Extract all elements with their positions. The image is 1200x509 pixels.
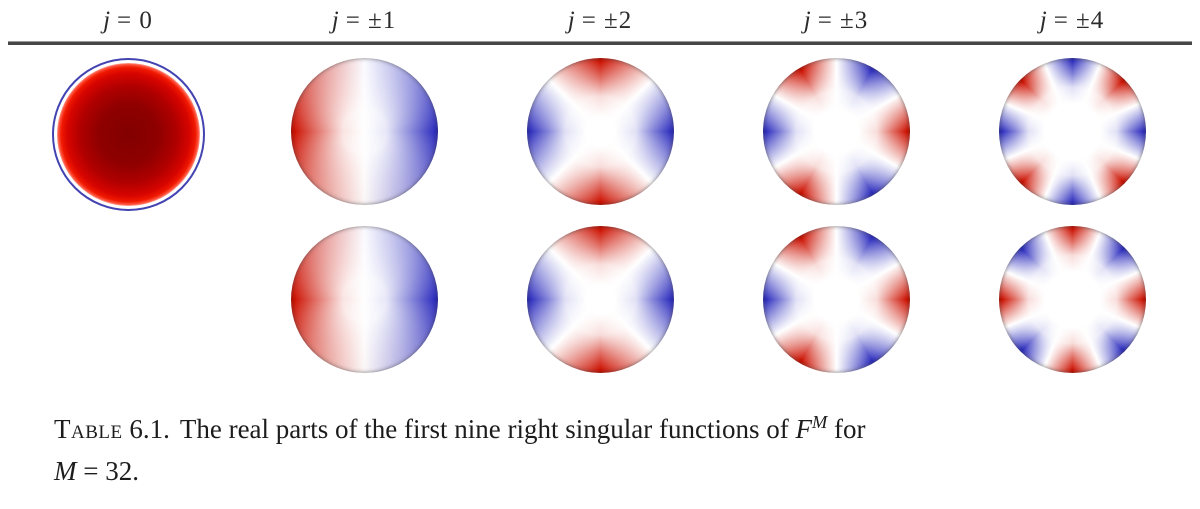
disk-plot-j0	[51, 58, 205, 211]
disk-plot-j4-row1	[998, 58, 1146, 205]
cell-row1-j1	[246, 58, 482, 211]
caption-param-value: = 32.	[83, 455, 139, 486]
cell-row1-j2	[482, 58, 718, 211]
column-header-j4: j = ±4	[954, 4, 1190, 38]
disk-plot-j2-row2	[526, 226, 674, 373]
disk-plot-j1-row2	[290, 226, 438, 373]
column-header-j0: j = 0	[10, 4, 246, 38]
math-F: F	[795, 414, 812, 444]
table-caption: Table 6.1. The real parts of the first ni…	[54, 410, 1164, 491]
column-header-j1: j = ±1	[246, 4, 482, 38]
singular-functions-row-2	[10, 226, 1190, 373]
column-headers: j = 0 j = ±1 j = ±2 j = ±3 j = ±4	[10, 4, 1190, 38]
math-M: M	[54, 455, 77, 486]
math-var-j: j	[803, 7, 811, 34]
cell-row1-j3	[718, 58, 954, 211]
math-value: = ±3	[817, 7, 869, 34]
math-value: = ±1	[345, 7, 397, 34]
disk-plot-j2-row1	[526, 58, 674, 205]
column-header-j3: j = ±3	[718, 4, 954, 38]
disk-plot-j4-row2	[998, 226, 1146, 373]
cell-row2-j2	[482, 226, 718, 373]
math-var-j: j	[1039, 7, 1047, 34]
caption-label-word: Table	[54, 414, 123, 444]
disk-plot-j3-row1	[762, 58, 910, 205]
math-value: = ±4	[1053, 7, 1105, 34]
caption-label-number: 6.1.	[129, 414, 170, 444]
singular-functions-row-1	[10, 58, 1190, 211]
caption-tail-text: for	[834, 414, 866, 444]
cell-row1-j4	[954, 58, 1190, 211]
table-top-rule	[8, 42, 1192, 45]
cell-row1-j0	[10, 58, 246, 211]
caption-line-2: M = 32.	[54, 453, 1164, 491]
math-value: = 0	[117, 7, 153, 34]
math-operator-FM: FM	[795, 412, 828, 444]
math-superscript-M: M	[811, 412, 828, 432]
caption-label: Table 6.1.	[54, 414, 170, 444]
math-var-j: j	[331, 7, 339, 34]
caption-body-text: The real parts of the first nine right s…	[179, 414, 789, 444]
cell-row2-j0-empty	[10, 226, 246, 373]
math-var-j: j	[103, 7, 111, 34]
disk-plot-j1-row1	[290, 58, 438, 205]
disk-plot-j3-row2	[762, 226, 910, 373]
math-value: = ±2	[581, 7, 633, 34]
column-header-j2: j = ±2	[482, 4, 718, 38]
cell-row2-j1	[246, 226, 482, 373]
math-var-j: j	[567, 7, 575, 34]
caption-line-1: Table 6.1. The real parts of the first ni…	[54, 410, 1164, 449]
cell-row2-j3	[718, 226, 954, 373]
cell-row2-j4	[954, 226, 1190, 373]
